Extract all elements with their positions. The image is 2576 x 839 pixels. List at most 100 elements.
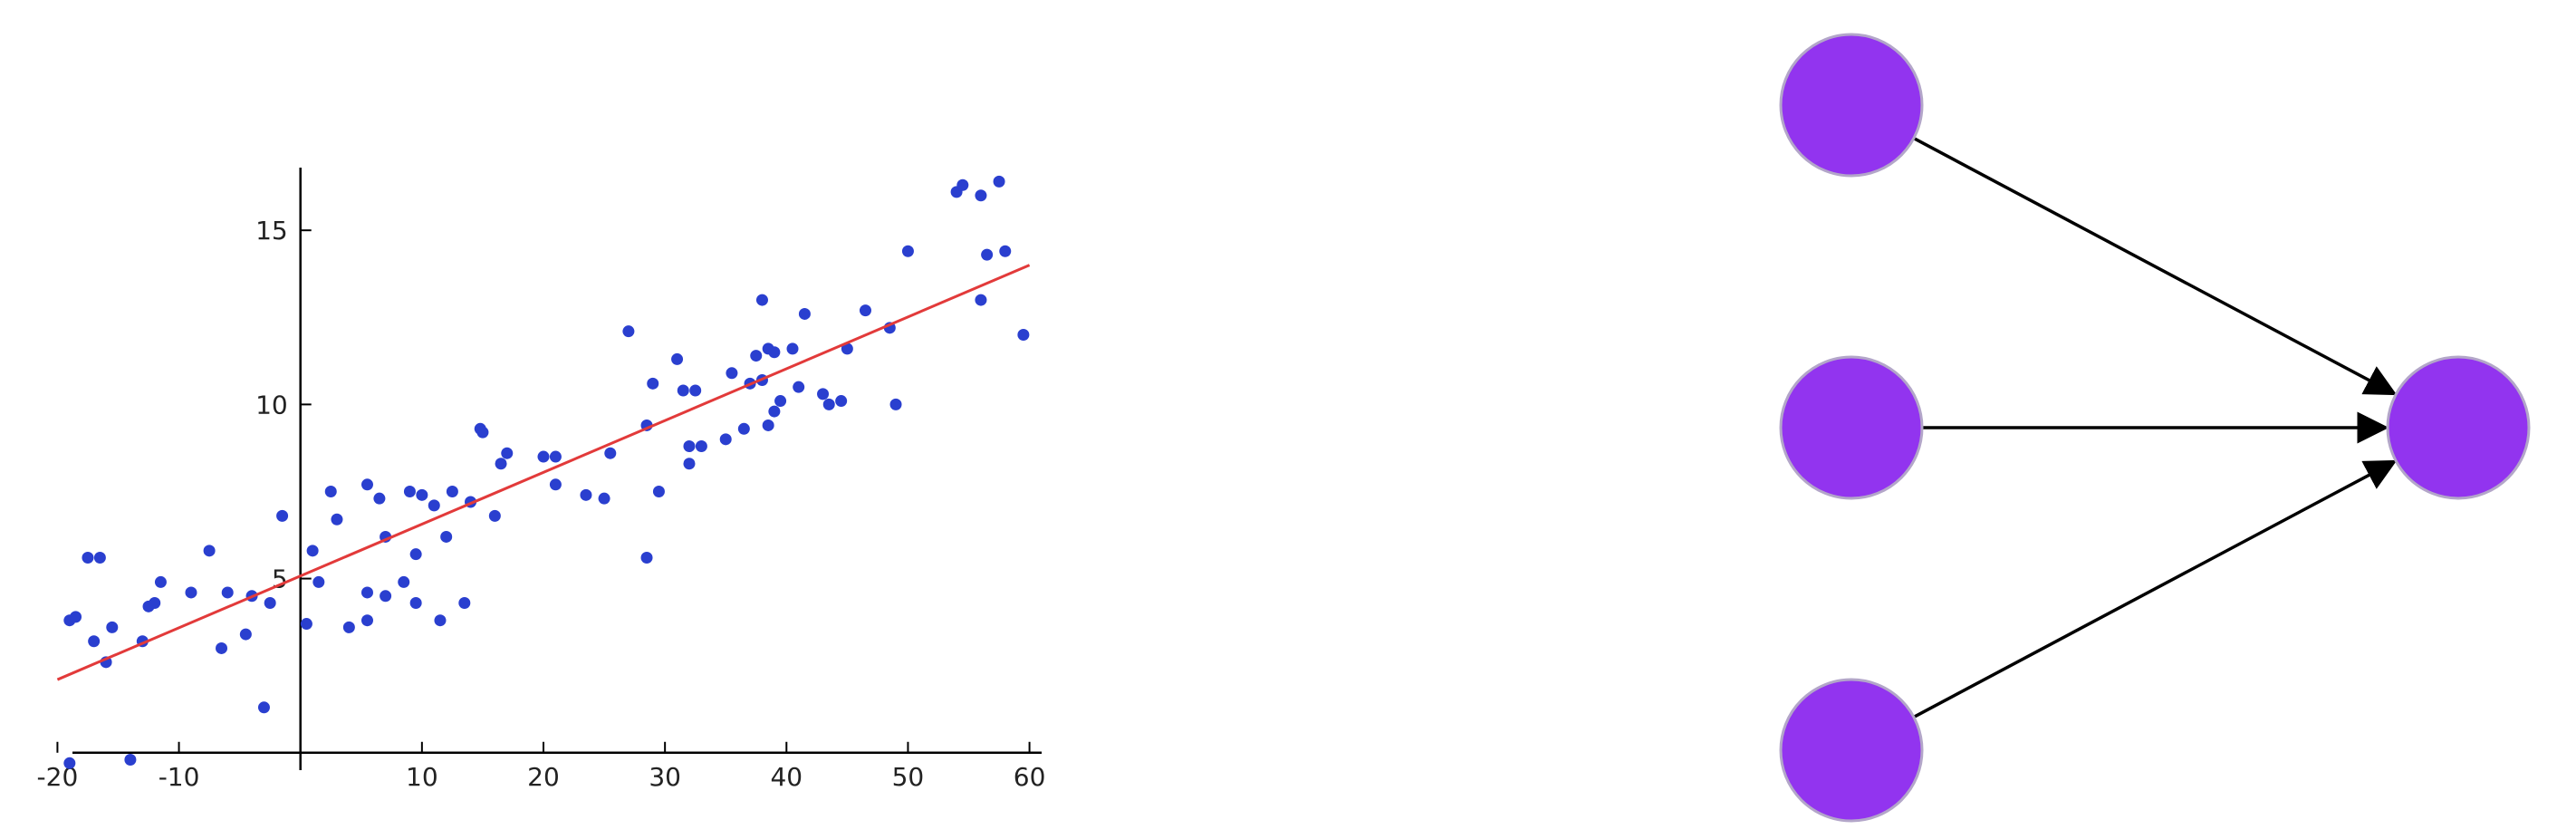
diagram-nodes	[1779, 33, 2531, 823]
data-point	[726, 367, 738, 380]
y-tick-label: 10	[255, 390, 288, 420]
x-tick-group: -20 -10 10 20 30 40 50 60	[37, 741, 1046, 792]
data-point	[360, 478, 373, 491]
node-input-3	[1779, 678, 1924, 823]
data-point	[82, 552, 94, 564]
data-point	[501, 447, 514, 459]
data-point	[841, 342, 853, 355]
data-point	[755, 294, 768, 306]
data-point	[324, 485, 337, 497]
data-point	[403, 485, 416, 497]
data-point	[434, 614, 447, 627]
data-point	[124, 753, 137, 766]
data-point	[360, 614, 373, 627]
data-point	[793, 381, 805, 393]
data-point	[488, 509, 501, 522]
data-point	[975, 294, 987, 306]
data-point	[300, 618, 312, 631]
data-point	[901, 245, 914, 257]
diagram-edges	[1913, 137, 2398, 718]
x-tick-label: -10	[159, 762, 200, 792]
data-point	[677, 384, 689, 397]
data-point	[798, 307, 811, 320]
data-point	[671, 352, 684, 365]
data-point	[409, 548, 422, 561]
data-point	[93, 552, 106, 564]
data-point	[440, 530, 453, 543]
edge-input-1-to-output	[1913, 137, 2398, 396]
data-point	[768, 405, 781, 418]
data-point	[312, 575, 325, 588]
data-point	[416, 488, 428, 501]
data-point	[817, 388, 830, 400]
x-tick-label: 60	[1014, 762, 1046, 792]
data-point	[88, 635, 101, 648]
data-point	[683, 458, 696, 470]
data-point	[549, 450, 562, 463]
data-point	[774, 395, 787, 408]
data-point	[975, 189, 987, 202]
data-point	[889, 398, 902, 410]
x-tick-label: 10	[406, 762, 438, 792]
edge-input-3-to-output	[1913, 459, 2398, 718]
data-point	[981, 248, 994, 261]
data-point	[342, 621, 355, 633]
data-point	[549, 478, 562, 491]
data-point	[63, 757, 76, 769]
data-point	[993, 175, 1005, 188]
data-point	[380, 590, 392, 603]
data-point	[203, 545, 216, 557]
data-point	[786, 342, 799, 355]
data-point	[768, 346, 781, 359]
data-point	[652, 485, 665, 497]
data-point	[622, 325, 635, 338]
data-point	[149, 596, 161, 609]
data-point	[373, 492, 386, 505]
data-point	[428, 499, 440, 512]
node-output	[2386, 355, 2531, 500]
data-point	[495, 458, 507, 470]
data-point	[398, 575, 410, 588]
scatter-points	[63, 175, 1030, 769]
y-tick-label: 15	[255, 216, 288, 246]
data-point	[750, 350, 763, 362]
data-point	[154, 575, 167, 588]
network-diagram	[1779, 33, 2531, 823]
data-point	[598, 492, 610, 505]
data-point	[647, 377, 659, 390]
data-point	[956, 178, 969, 191]
fit-line	[56, 264, 1031, 681]
data-point	[999, 245, 1012, 257]
data-point	[859, 304, 871, 317]
data-point	[476, 426, 489, 439]
data-point	[409, 596, 422, 609]
y-tick-group: 5 10 15	[255, 216, 312, 594]
data-point	[239, 628, 252, 641]
data-point	[276, 509, 289, 522]
data-point	[537, 450, 550, 463]
data-point	[640, 552, 653, 564]
data-point	[719, 433, 732, 446]
data-point	[106, 621, 119, 633]
data-point	[221, 586, 234, 599]
node-input-1	[1779, 33, 1924, 178]
x-tick-label: 50	[892, 762, 925, 792]
data-point	[762, 419, 774, 431]
x-tick-label: 20	[527, 762, 560, 792]
data-point	[1017, 329, 1030, 342]
data-point	[604, 447, 617, 459]
data-point	[331, 513, 343, 526]
data-point	[185, 586, 197, 599]
data-point	[835, 395, 848, 408]
data-point	[695, 440, 707, 453]
data-point	[70, 611, 82, 623]
data-point	[216, 641, 228, 654]
data-point	[822, 398, 835, 410]
data-point	[446, 485, 458, 497]
data-point	[458, 596, 471, 609]
data-point	[580, 488, 592, 501]
data-point	[360, 586, 373, 599]
data-point	[737, 422, 750, 435]
